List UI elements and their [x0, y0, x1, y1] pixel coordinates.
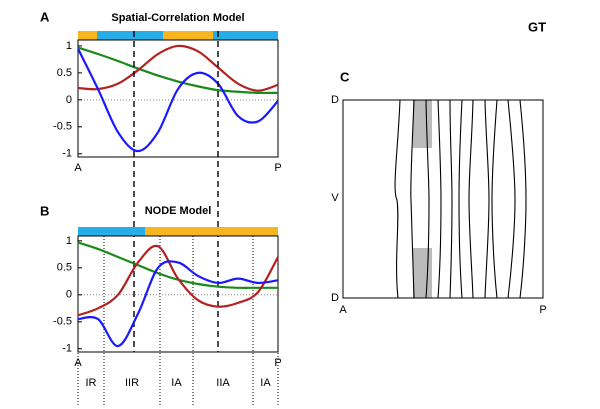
- panel-label: B: [40, 203, 49, 218]
- axis-label: A: [339, 304, 347, 316]
- y-tick-label: 0.5: [57, 67, 72, 79]
- axis-label: D: [331, 94, 339, 106]
- wavy-lines: [394, 99, 527, 299]
- line-series: [77, 46, 279, 95]
- y-tick-label: -1: [62, 343, 72, 355]
- region-label: IIA: [216, 377, 230, 389]
- band: [213, 31, 278, 40]
- line-series: [77, 244, 279, 317]
- y-tick-label: -0.5: [53, 316, 72, 328]
- chart-title: Spatial-Correlation Model: [111, 12, 244, 24]
- band: [97, 31, 163, 40]
- corner-label: GT: [528, 19, 546, 34]
- y-tick-label: 1: [66, 40, 72, 52]
- line-series: [77, 48, 279, 153]
- band: [145, 227, 278, 236]
- panel-label: A: [40, 9, 50, 24]
- axis-label: V: [331, 192, 339, 204]
- x-tick-label: A: [74, 162, 82, 174]
- y-tick-label: -0.5: [53, 121, 72, 133]
- panel-c: D V D A P: [331, 94, 547, 316]
- band: [78, 31, 97, 40]
- band: [163, 31, 213, 40]
- y-tick-label: 1: [66, 235, 72, 247]
- region-label: IA: [260, 377, 271, 389]
- region-label: IIR: [125, 377, 139, 389]
- panel-label: C: [340, 69, 350, 84]
- y-tick-label: 0: [66, 94, 72, 106]
- y-tick-label: 0.5: [57, 262, 72, 274]
- axis-label: D: [331, 292, 339, 304]
- line-series: [77, 260, 279, 348]
- y-tick-label: -1: [62, 148, 72, 160]
- band: [78, 227, 145, 236]
- region-label: IR: [86, 377, 97, 389]
- axis-label: P: [539, 304, 546, 316]
- x-tick-label: P: [274, 162, 281, 174]
- line-series: [77, 44, 279, 92]
- shade: [413, 248, 432, 298]
- y-tick-label: 0: [66, 289, 72, 301]
- shade: [413, 100, 432, 148]
- panel-frame: [342, 99, 544, 299]
- region-label: IA: [171, 377, 182, 389]
- chart-title: NODE Model: [145, 205, 212, 217]
- plot-frame: [77, 39, 279, 158]
